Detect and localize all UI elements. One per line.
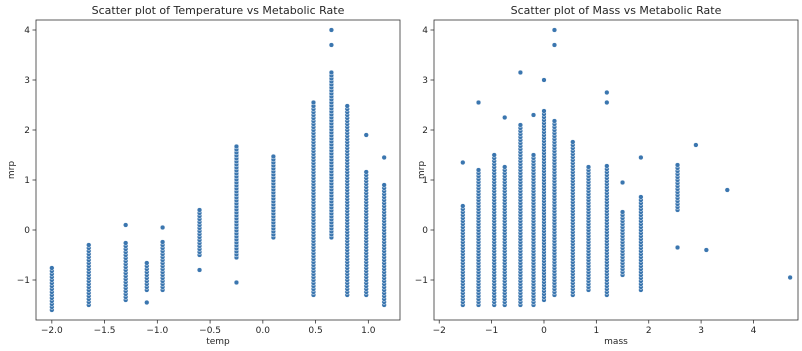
data-point bbox=[460, 203, 466, 209]
data-point bbox=[270, 153, 277, 160]
plot-area-frame bbox=[35, 19, 401, 321]
y-tick-label: 3 bbox=[422, 76, 428, 86]
data-points bbox=[460, 27, 793, 308]
data-point bbox=[328, 69, 335, 76]
y-tick-label: −1 bbox=[415, 276, 428, 286]
x-tick-label: 1.0 bbox=[361, 326, 376, 336]
data-point bbox=[530, 152, 537, 158]
data-point bbox=[724, 187, 730, 193]
data-point bbox=[517, 122, 524, 128]
data-point bbox=[502, 114, 508, 121]
y-tick-label: 0 bbox=[422, 226, 428, 236]
data-point bbox=[693, 142, 699, 148]
y-axis-label: mrp bbox=[7, 161, 17, 179]
data-point bbox=[674, 162, 681, 168]
mass-vs-mrp-chart: Scatter plot of Mass vs Metabolic Rate m… bbox=[415, 4, 799, 347]
data-point bbox=[619, 179, 626, 186]
data-point bbox=[541, 108, 547, 114]
data-point bbox=[196, 207, 203, 213]
y-tick-label: 4 bbox=[422, 26, 428, 36]
data-point bbox=[86, 242, 92, 248]
y-tick-label: −1 bbox=[17, 276, 30, 286]
x-tick-label: 1 bbox=[593, 326, 599, 336]
data-point bbox=[159, 224, 166, 231]
data-point bbox=[475, 167, 482, 173]
x-tick-label: −1.0 bbox=[146, 326, 168, 336]
x-axis-label: mass bbox=[604, 337, 628, 347]
temp-vs-mrp-chart: Scatter plot of Temperature vs Metabolic… bbox=[7, 4, 401, 347]
y-axis-label: mrp bbox=[417, 161, 427, 179]
plot-area-frame bbox=[433, 19, 799, 321]
data-point bbox=[196, 267, 203, 273]
data-point bbox=[328, 27, 335, 33]
data-point bbox=[638, 194, 644, 200]
data-point bbox=[674, 244, 681, 251]
x-tick-label: 4 bbox=[751, 326, 757, 336]
x-tick-label: −2 bbox=[433, 326, 446, 336]
data-point bbox=[310, 99, 317, 106]
data-point bbox=[551, 118, 558, 124]
data-point bbox=[475, 99, 482, 106]
x-ticks: −2.0 −1.5 −1.0 −0.5 0.0 0.5 1.0 bbox=[41, 320, 376, 336]
data-point bbox=[585, 164, 592, 170]
y-tick-label: 3 bbox=[24, 76, 30, 86]
data-point bbox=[517, 69, 524, 76]
data-point bbox=[363, 132, 369, 138]
x-tick-label: 3 bbox=[698, 326, 704, 336]
y-ticks: −1 0 1 2 3 4 bbox=[415, 26, 434, 286]
data-point bbox=[530, 112, 537, 118]
data-point bbox=[123, 240, 129, 246]
data-point bbox=[381, 182, 387, 188]
data-point bbox=[502, 164, 508, 170]
data-point bbox=[233, 279, 240, 286]
x-tick-label: 0.0 bbox=[256, 326, 271, 336]
x-tick-label: −2.0 bbox=[41, 326, 63, 336]
x-tick-label: 0.5 bbox=[308, 326, 322, 336]
data-point bbox=[381, 154, 387, 161]
chart-title: Scatter plot of Temperature vs Metabolic… bbox=[92, 4, 345, 17]
data-points bbox=[49, 27, 387, 313]
x-ticks: −2 −1 0 1 2 3 4 bbox=[433, 320, 757, 336]
x-tick-label: −1.5 bbox=[94, 326, 116, 336]
data-point bbox=[570, 139, 576, 145]
data-point bbox=[159, 239, 166, 245]
data-point bbox=[363, 169, 369, 175]
data-point bbox=[619, 209, 626, 215]
data-point bbox=[233, 143, 240, 150]
x-tick-label: −1 bbox=[485, 326, 498, 336]
data-point bbox=[328, 42, 335, 48]
y-tick-label: 1 bbox=[422, 176, 428, 186]
y-tick-label: 1 bbox=[24, 176, 30, 186]
y-tick-label: 2 bbox=[24, 126, 30, 136]
data-point bbox=[49, 265, 55, 271]
x-tick-label: 0 bbox=[541, 326, 547, 336]
y-tick-label: 2 bbox=[422, 126, 428, 136]
y-tick-label: 4 bbox=[24, 26, 30, 36]
data-point bbox=[460, 159, 466, 166]
data-point bbox=[604, 99, 610, 106]
data-point bbox=[123, 222, 129, 228]
y-tick-label: 0 bbox=[24, 226, 30, 236]
data-point bbox=[703, 247, 709, 253]
data-point bbox=[604, 163, 610, 169]
chart-title: Scatter plot of Mass vs Metabolic Rate bbox=[511, 4, 722, 17]
data-point bbox=[491, 152, 497, 158]
data-point bbox=[144, 299, 150, 306]
data-point bbox=[344, 103, 350, 109]
data-point bbox=[787, 274, 793, 281]
x-tick-label: −0.5 bbox=[199, 326, 221, 336]
x-axis-label: temp bbox=[206, 337, 230, 347]
data-point bbox=[551, 42, 558, 48]
data-point bbox=[604, 89, 610, 96]
data-point bbox=[551, 27, 558, 33]
y-ticks: −1 0 1 2 3 4 bbox=[17, 26, 36, 286]
x-tick-label: 2 bbox=[646, 326, 652, 336]
data-point bbox=[638, 154, 644, 161]
data-point bbox=[144, 260, 150, 266]
data-point bbox=[541, 77, 547, 83]
